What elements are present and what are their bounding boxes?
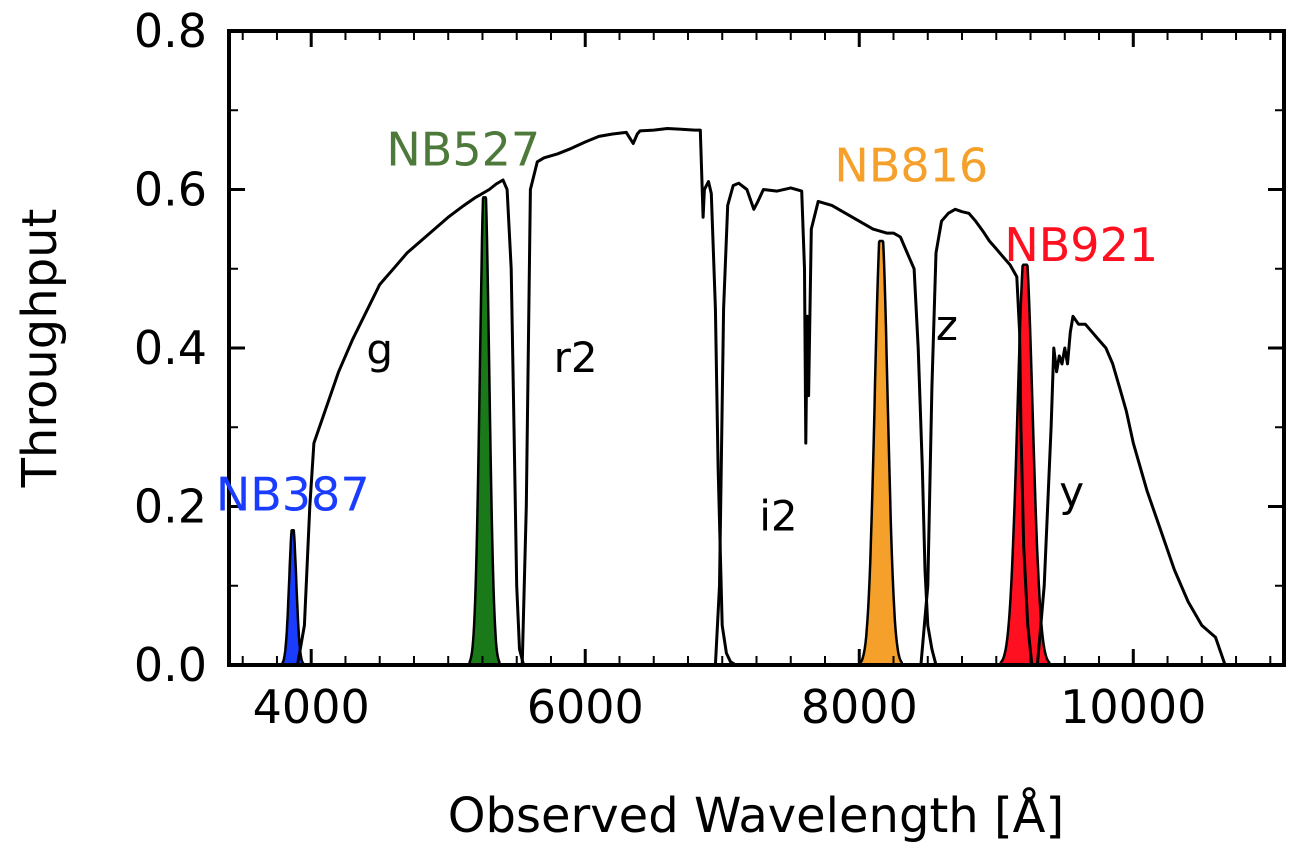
band-label-g: g <box>366 325 393 374</box>
x-tick-label: 6000 <box>527 680 644 734</box>
band-label-i2: i2 <box>759 491 797 540</box>
nb-label-nb527: NB527 <box>386 123 540 177</box>
y-tick-label: 0.6 <box>134 163 207 217</box>
band-curve-g <box>296 178 526 666</box>
axis-tick-labels: 4000 6000 8000 10000 0.0 0.2 0.4 0.6 0.8 <box>134 4 1207 734</box>
filter-curves <box>296 127 1227 667</box>
y-tick-label: 0.2 <box>134 480 207 534</box>
y-axis-label: Throughput <box>12 209 68 489</box>
nb-label-nb816: NB816 <box>834 139 988 193</box>
x-tick-label: 10000 <box>1060 680 1206 734</box>
band-label-z: z <box>936 301 958 350</box>
narrowband-nb921 <box>999 263 1051 667</box>
nb-label-nb921: NB921 <box>1004 218 1158 272</box>
band-curve-y <box>1035 314 1227 666</box>
band-curve-z <box>919 207 1034 666</box>
y-tick-label: 0.0 <box>134 638 207 692</box>
x-axis-label: Observed Wavelength [Å] <box>448 787 1064 844</box>
narrowband-nb527 <box>468 196 501 667</box>
band-curve-i2 <box>713 181 938 666</box>
band-label-y: y <box>1059 468 1084 517</box>
axis-ticks <box>229 29 1284 667</box>
nb-label-nb387: NB387 <box>216 467 370 521</box>
x-tick-label: 4000 <box>253 680 370 734</box>
narrowband-nb816 <box>859 239 903 667</box>
x-tick-label: 8000 <box>801 680 918 734</box>
y-tick-label: 0.8 <box>134 4 207 58</box>
band-label-r2: r2 <box>554 333 598 382</box>
band-curve-r2 <box>520 127 737 667</box>
band-labels: g r2 i2 z y NB387 NB527 NB816 NB921 <box>216 123 1158 541</box>
y-tick-label: 0.4 <box>134 321 207 375</box>
narrowband-fills <box>280 196 1051 667</box>
